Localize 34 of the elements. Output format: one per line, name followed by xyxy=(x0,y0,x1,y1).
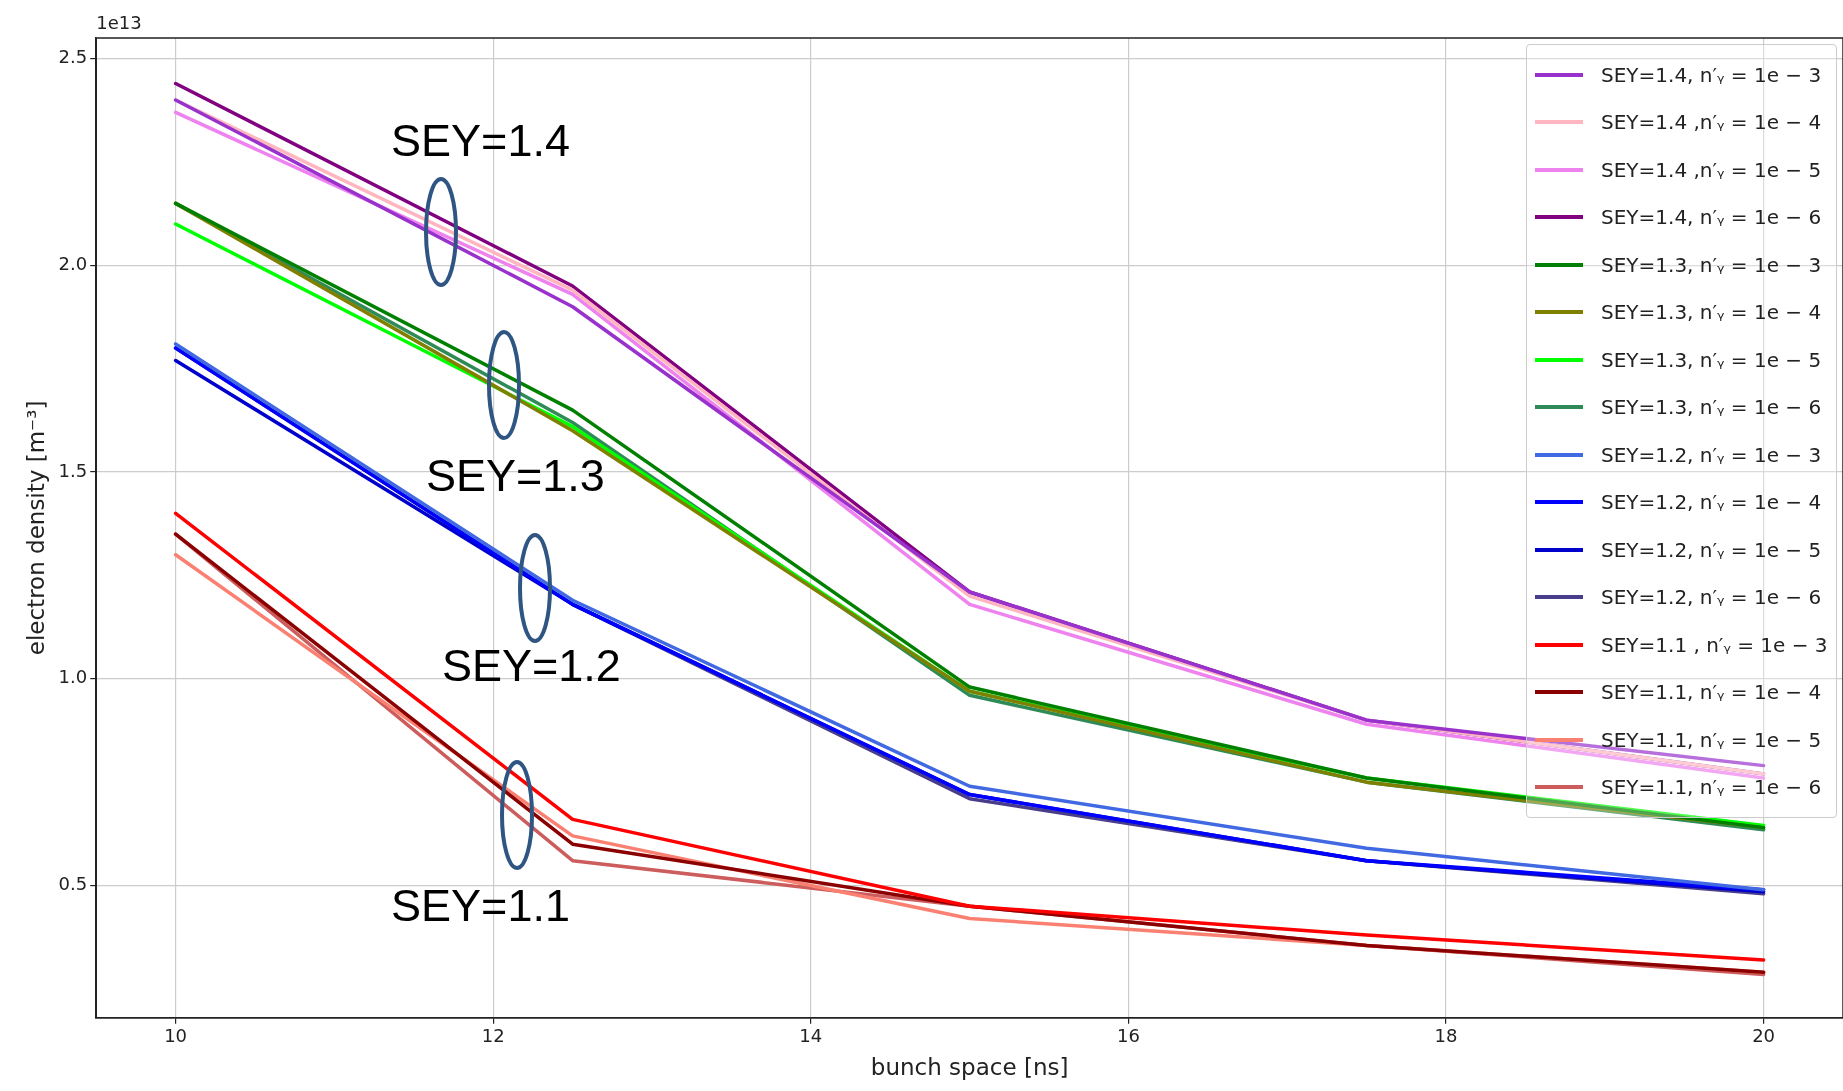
annotation: SEY=1.1 xyxy=(391,880,570,933)
x-axis-title: bunch space [ns] xyxy=(870,1054,1069,1081)
y-tick-label: 0.5 xyxy=(58,873,88,895)
y-tick-label: 1.0 xyxy=(58,666,88,688)
legend-label: SEY=1.1, n′ᵧ = 1e − 4 xyxy=(1601,680,1822,705)
y-axis-title: electron density [m⁻³] xyxy=(22,400,49,656)
legend-label: SEY=1.3, n′ᵧ = 1e − 4 xyxy=(1601,300,1822,325)
annotation: SEY=1.2 xyxy=(441,640,621,693)
annotation: SEY=1.4 xyxy=(391,115,570,168)
legend-label: SEY=1.4, n′ᵧ = 1e − 3 xyxy=(1601,62,1822,87)
x-tick-label: 12 xyxy=(481,1025,505,1047)
legend-label: SEY=1.4, n′ᵧ = 1e − 6 xyxy=(1601,205,1822,230)
legend-label: SEY=1.3, n′ᵧ = 1e − 5 xyxy=(1601,347,1822,372)
legend-label: SEY=1.1, n′ᵧ = 1e − 6 xyxy=(1601,775,1822,800)
x-tick-label: 18 xyxy=(1434,1025,1458,1047)
legend-label: SEY=1.4 ,n′ᵧ = 1e − 5 xyxy=(1601,157,1822,182)
legend-label: SEY=1.2, n′ᵧ = 1e − 4 xyxy=(1601,490,1822,515)
legend-label: SEY=1.2, n′ᵧ = 1e − 6 xyxy=(1601,585,1822,610)
y-tick-label: 1.5 xyxy=(58,459,88,481)
y-tick-label: 2.0 xyxy=(58,253,88,275)
x-tick-label: 20 xyxy=(1752,1025,1776,1047)
legend-label: SEY=1.1 , n′ᵧ = 1e − 3 xyxy=(1601,632,1828,657)
legend-label: SEY=1.1, n′ᵧ = 1e − 5 xyxy=(1601,727,1822,752)
y-tick-label: 2.5 xyxy=(58,46,88,68)
x-tick-label: 14 xyxy=(799,1025,823,1047)
text: 1e13 xyxy=(96,12,142,33)
legend-label: SEY=1.3, n′ᵧ = 1e − 6 xyxy=(1601,395,1822,420)
legend-label: SEY=1.2, n′ᵧ = 1e − 3 xyxy=(1601,442,1822,467)
legend-label: SEY=1.3, n′ᵧ = 1e − 3 xyxy=(1601,252,1822,277)
legend-label: SEY=1.2, n′ᵧ = 1e − 5 xyxy=(1601,537,1822,562)
x-tick-label: 16 xyxy=(1116,1025,1140,1047)
annotation: SEY=1.3 xyxy=(425,450,605,503)
x-tick-label: 10 xyxy=(164,1025,188,1047)
legend-label: SEY=1.4 ,n′ᵧ = 1e − 4 xyxy=(1601,110,1822,135)
